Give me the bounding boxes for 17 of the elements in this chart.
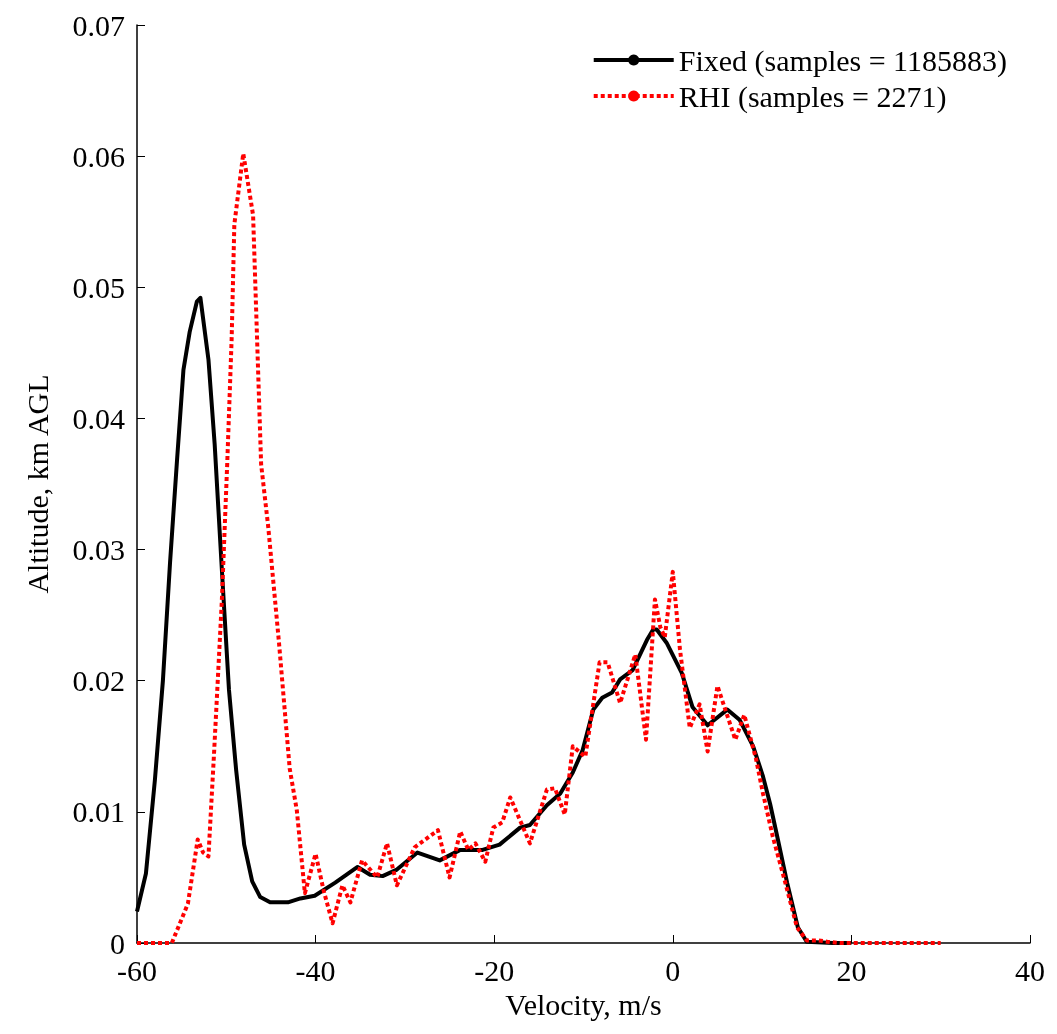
x-tick-label: -40 xyxy=(295,953,336,987)
y-tick-label: 0.04 xyxy=(72,401,125,435)
y-tick-label: 0.01 xyxy=(72,795,125,829)
x-tick-label: 0 xyxy=(665,953,681,987)
x-tick-label: 20 xyxy=(836,953,867,987)
y-tick-label: 0.07 xyxy=(72,8,125,42)
y-axis-title: Altitude, km AGL xyxy=(20,374,54,594)
y-tick-label: 0.03 xyxy=(72,533,125,567)
line-series xyxy=(135,151,943,945)
y-tick-label: 0.02 xyxy=(72,664,125,698)
legend-label: RHI (samples = 2271) xyxy=(678,79,947,114)
y-tick-label: 0.06 xyxy=(72,139,125,173)
y-tick-label: 0.05 xyxy=(72,270,125,304)
x-tick-label: 40 xyxy=(1015,953,1045,987)
legend-label: Fixed (samples = 1185883) xyxy=(678,43,1008,78)
x-tick-label: -20 xyxy=(474,953,515,987)
x-axis-title: Velocity, m/s xyxy=(505,988,662,1022)
